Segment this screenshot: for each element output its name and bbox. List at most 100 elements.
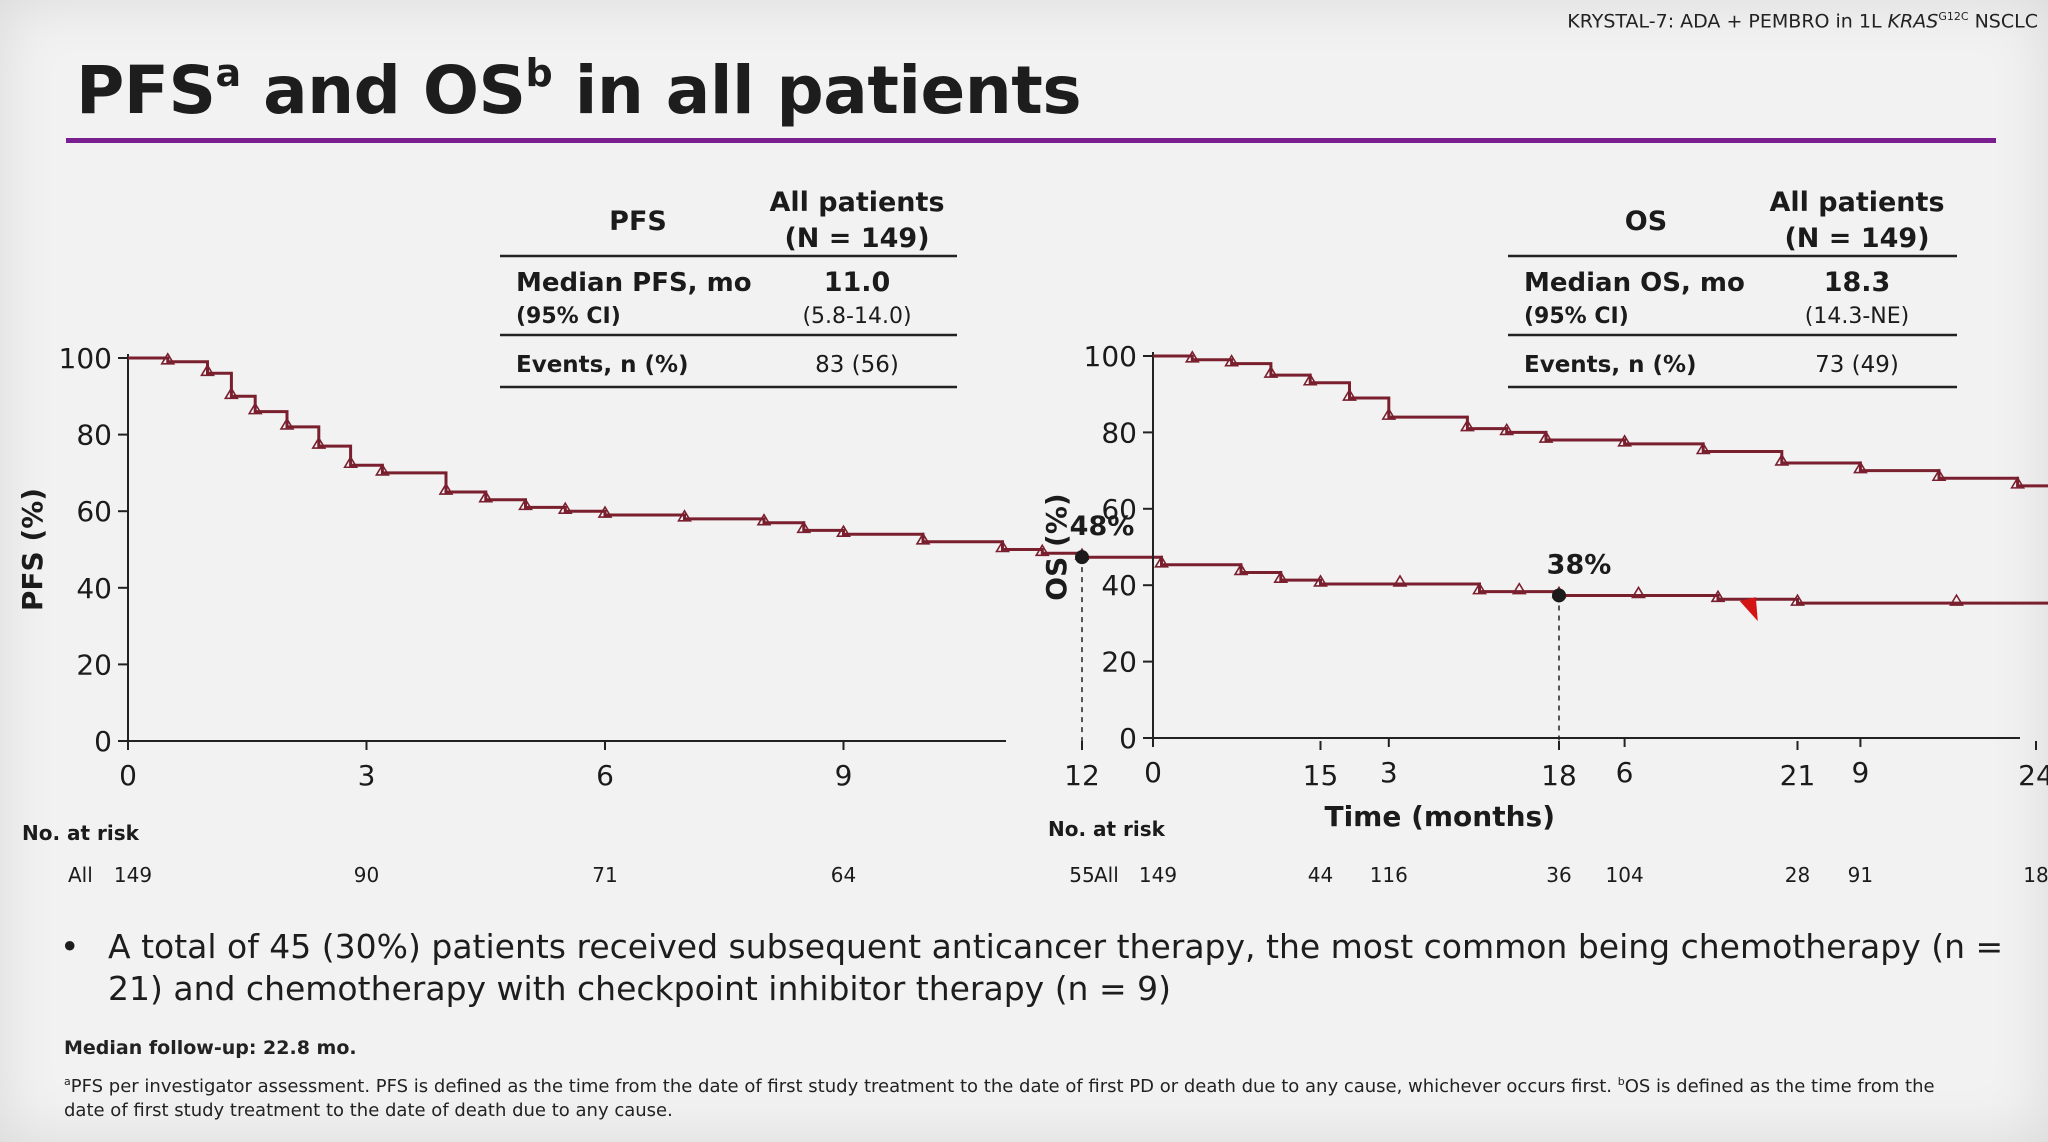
os-y-tick-label: 80 (1101, 416, 1137, 449)
pfs-censor-mark (311, 436, 327, 449)
pfs-censor-mark (915, 532, 931, 545)
os-at-risk-title: No. at risk (1048, 817, 1166, 841)
pfs-table-header: PFS (609, 206, 667, 237)
pfs-x-tick-label: 3 (358, 759, 376, 792)
os-at-risk-label: All (1094, 863, 1119, 887)
pfs-landmark-label: 48% (1070, 511, 1135, 542)
pfs-censor-mark (160, 352, 176, 365)
os-censor-mark (1617, 434, 1633, 447)
pfs-median-label: Median PFS, mo (516, 268, 752, 298)
pfs-y-tick-label: 80 (76, 419, 112, 452)
pfs-red-marker (1739, 597, 1758, 622)
pfs-x-tick-label: 9 (835, 759, 853, 792)
pfs-x-tick-label: 18 (1541, 759, 1577, 792)
pfs-censor-mark (279, 417, 295, 430)
pfs-censor-mark (796, 520, 812, 534)
pfs-events-label: Events, n (%) (516, 352, 689, 378)
pfs-at-risk-label: All (68, 863, 93, 887)
os-censor-mark (1263, 365, 1279, 378)
pfs-y-tick-label: 60 (76, 495, 112, 528)
pfs-x-axis-label: Time (months) (1324, 800, 1555, 833)
os-table-col-header: All patients (1769, 187, 1944, 218)
os-censor-mark (1852, 461, 1868, 474)
pfs-censor-mark (756, 513, 772, 526)
os-censor-mark (1381, 407, 1397, 420)
median-followup: Median follow-up: 22.8 mo. (64, 1037, 357, 1059)
os-censor-mark (1499, 422, 1515, 436)
os-censor-mark (2010, 476, 2026, 489)
pfs-censor-mark (247, 402, 263, 415)
pfs-landmark-dot (1552, 588, 1566, 603)
pfs-y-tick-label: 40 (76, 572, 112, 605)
os-table-header: OS (1625, 206, 1667, 237)
os-censor-mark (1342, 388, 1357, 401)
pfs-x-tick-label: 6 (596, 759, 614, 792)
pfs-at-risk-value: 18 (2023, 863, 2048, 887)
pfs-at-risk-value: 149 (114, 863, 152, 887)
os-censor-mark (1184, 350, 1200, 363)
pfs-censor-mark (677, 509, 692, 522)
os-y-tick-label: 20 (1101, 646, 1137, 679)
os-censor-mark (1774, 453, 1790, 466)
pfs-censor-mark (995, 539, 1010, 553)
os-ci-value: (14.3-NE) (1805, 304, 1909, 329)
pfs-y-tick-label: 100 (59, 342, 112, 375)
os-y-tick-label: 60 (1101, 493, 1137, 526)
pfs-landmark-label: 38% (1547, 549, 1612, 580)
pfs-censor-mark (1790, 593, 1805, 606)
os-censor-mark (1302, 373, 1318, 386)
pfs-censor-mark (518, 497, 533, 511)
pfs-x-tick-label: 0 (119, 759, 137, 792)
pfs-censor-mark (200, 363, 215, 377)
pfs-ci-label: (95% CI) (516, 304, 621, 329)
os-censor-mark (1931, 468, 1947, 482)
pfs-censor-mark (223, 386, 239, 400)
os-censor-mark (1695, 441, 1711, 455)
pfs-x-tick-label: 21 (1780, 759, 1816, 792)
pfs-censor-mark (1949, 593, 1964, 606)
pfs-censor-mark (478, 490, 494, 503)
os-median-value: 18.3 (1824, 267, 1891, 298)
os-ci-label: (95% CI) (1524, 304, 1629, 329)
pfs-censor-mark (597, 505, 613, 518)
pfs-at-risk-title: No. at risk (22, 821, 140, 845)
pfs-censor-mark (1392, 574, 1408, 587)
pfs-ci-value: (5.8-14.0) (802, 304, 911, 329)
pfs-censor-mark (438, 482, 454, 495)
os-y-tick-label: 0 (1119, 722, 1137, 755)
pfs-censor-mark (343, 455, 359, 469)
pfs-censor-mark (1313, 574, 1328, 587)
pfs-y-axis-label: PFS (%) (16, 488, 49, 611)
pfs-at-risk-value: 36 (1546, 863, 1571, 887)
pfs-censor-mark (1511, 582, 1527, 595)
title-underline (66, 138, 1996, 143)
os-censor-mark (1538, 430, 1554, 443)
os-x-tick-label: 0 (1144, 756, 1162, 789)
os-at-risk-value: 149 (1139, 863, 1177, 887)
os-at-risk-value: 104 (1606, 863, 1644, 887)
os-events-value: 73 (49) (1815, 352, 1899, 378)
pfs-table-col-header: All patients (769, 187, 944, 218)
pfs-x-tick-label: 15 (1303, 759, 1339, 792)
pfs-censor-mark (836, 524, 851, 537)
pfs-km-curve (128, 356, 2048, 605)
page-title: PFSa and OSb in all patients (76, 51, 1082, 129)
os-y-axis-label: OS (%) (1040, 493, 1073, 600)
os-at-risk-value: 116 (1370, 863, 1408, 887)
pfs-censor-mark (1273, 570, 1289, 583)
pfs-censor-mark (374, 463, 390, 476)
footnote: aPFS per investigator assessment. PFS is… (64, 1075, 1935, 1121)
os-censor-mark (1459, 419, 1475, 432)
os-censor-mark (1224, 354, 1240, 367)
os-events-label: Events, n (%) (1524, 352, 1697, 378)
pfs-censor-mark (1034, 543, 1050, 557)
os-y-tick-label: 100 (1084, 340, 1137, 373)
os-x-tick-label: 3 (1380, 756, 1398, 789)
pfs-censor-mark (1710, 589, 1726, 603)
os-x-tick-label: 9 (1851, 756, 1869, 789)
pfs-censor-mark (1472, 582, 1487, 595)
pfs-at-risk-value: 71 (592, 863, 617, 887)
pfs-at-risk-value: 55 (1069, 863, 1094, 887)
pfs-events-value: 83 (56) (815, 352, 899, 378)
